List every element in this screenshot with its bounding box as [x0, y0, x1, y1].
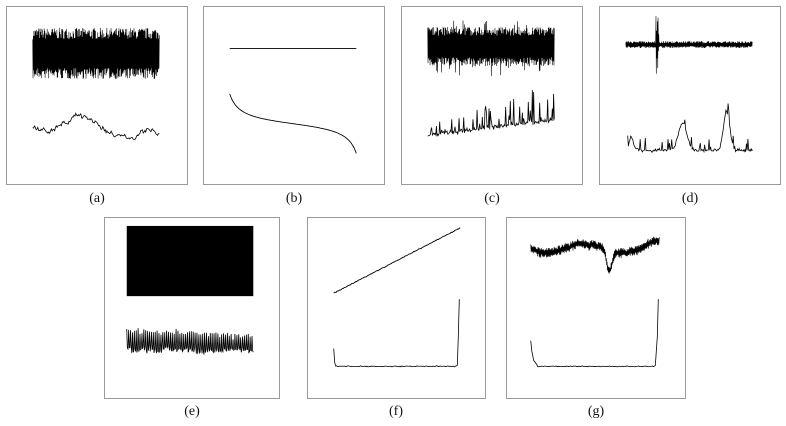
- caption-e: (e): [184, 404, 200, 419]
- panel-b: [203, 6, 385, 185]
- caption-a: (a): [89, 191, 105, 206]
- panel-a-plot: [32, 27, 160, 140]
- panel-a: [6, 6, 188, 185]
- panel-c-plot: [427, 20, 555, 137]
- panel-f: [307, 217, 486, 399]
- panel-e-plot: [126, 225, 254, 355]
- caption-g: (g): [587, 404, 605, 419]
- caption-c: (c): [484, 191, 500, 206]
- panel-b-plot: [229, 48, 357, 154]
- panel-c-lower-trace: [427, 90, 555, 137]
- panel-a-lower-trace: [32, 112, 160, 140]
- panel-a-band-core: [33, 38, 159, 69]
- panel-c-band-core: [428, 35, 554, 58]
- panel-f-plot: [333, 227, 461, 368]
- panel-f-lower-trace: [333, 299, 460, 368]
- panel-e: [104, 217, 280, 399]
- panel-g-noisy-band: [530, 236, 660, 274]
- panel-c: [401, 6, 583, 185]
- panel-g: [506, 217, 686, 399]
- panel-d: [599, 6, 781, 185]
- panel-e-lower-trace: [126, 328, 254, 355]
- caption-d: (d): [681, 191, 699, 206]
- panel-d-lower-trace: [627, 103, 753, 154]
- panel-g-lower-trace: [530, 299, 659, 368]
- caption-b: (b): [285, 191, 303, 206]
- panel-f-ramp: [333, 227, 461, 294]
- caption-f: (f): [389, 404, 403, 419]
- panel-g-plot: [530, 236, 660, 368]
- panel-d-thin-band: [625, 16, 753, 74]
- panel-e-solid-block: [126, 225, 254, 297]
- panel-b-s-curve: [229, 93, 357, 154]
- panel-d-plot: [625, 16, 753, 154]
